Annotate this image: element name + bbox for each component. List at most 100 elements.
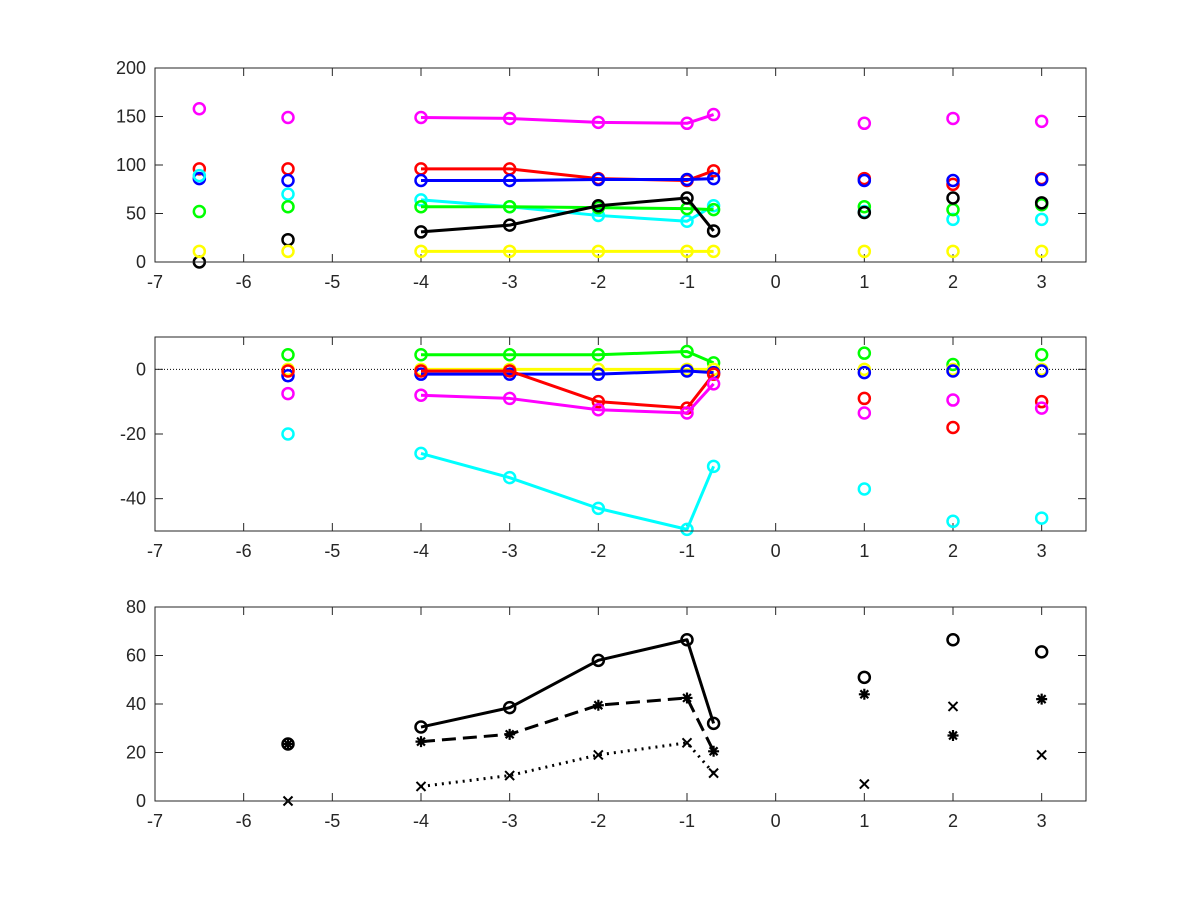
data-point <box>706 164 721 178</box>
x-tick-label: 1 <box>859 272 869 292</box>
data-point <box>857 199 872 214</box>
series-7 <box>192 244 1049 259</box>
data-point <box>1034 172 1049 187</box>
data-point <box>706 459 721 474</box>
series-line <box>420 196 715 234</box>
data-point <box>946 514 960 529</box>
data-point <box>857 365 872 380</box>
data-point <box>591 653 606 668</box>
y-tick-label: -20 <box>120 424 146 444</box>
data-point <box>502 700 517 715</box>
data-point <box>192 162 207 176</box>
data-point <box>502 173 517 188</box>
x-tick-label: 3 <box>1037 811 1047 831</box>
data-point <box>504 770 515 781</box>
data-point <box>1034 212 1049 227</box>
data-point <box>414 173 428 188</box>
series-line <box>420 741 715 788</box>
x-tick-label: -4 <box>413 272 429 292</box>
data-point <box>414 364 428 378</box>
series-3 <box>192 171 1049 188</box>
data-point <box>502 470 517 485</box>
data-point <box>1034 511 1049 525</box>
data-point <box>1034 394 1049 409</box>
data-point <box>502 199 517 214</box>
data-point <box>680 244 694 259</box>
series-line <box>421 350 715 365</box>
data-point <box>946 364 960 378</box>
data-point <box>680 191 694 205</box>
data-point <box>857 173 872 188</box>
x-tick-label: 0 <box>771 811 781 831</box>
data-point <box>1036 693 1048 705</box>
x-tick-label: -5 <box>324 272 340 292</box>
data-point <box>1034 244 1049 259</box>
data-point <box>281 110 295 125</box>
data-point <box>706 107 721 122</box>
data-point <box>281 427 295 441</box>
data-point <box>859 778 870 790</box>
y-tick-label: 50 <box>126 204 146 224</box>
series-line <box>421 369 714 376</box>
data-point <box>708 767 719 779</box>
series-line <box>421 369 715 410</box>
y-tick-label: 20 <box>126 743 146 763</box>
data-point <box>858 688 870 700</box>
data-point <box>192 204 207 219</box>
series-2 <box>282 688 1048 757</box>
data-point <box>947 701 959 712</box>
x-tick-label: -5 <box>324 811 340 831</box>
x-tick-label: 0 <box>771 272 781 292</box>
data-point <box>857 482 872 496</box>
data-point <box>502 364 517 378</box>
plot-panel-2: -7 -6 -5 -4 -3 -2 -1 0 1 2 3 -40 -20 0 <box>120 336 1087 561</box>
data-point <box>414 348 428 362</box>
series-1 <box>281 344 1049 372</box>
data-point <box>680 364 694 378</box>
data-point <box>414 199 428 214</box>
x-tick-label: 3 <box>1037 541 1047 561</box>
y-tick-label: 0 <box>136 791 146 811</box>
data-point <box>282 738 294 750</box>
data-point <box>591 403 606 417</box>
x-tick-label: -3 <box>502 541 518 561</box>
data-point <box>502 244 517 259</box>
data-point <box>680 406 694 420</box>
data-point <box>946 632 960 647</box>
data-point <box>706 377 721 391</box>
x-tick-label: -3 <box>502 272 518 292</box>
data-point <box>946 191 960 205</box>
series-line <box>420 198 715 223</box>
x-tick-label: -2 <box>590 541 606 561</box>
x-tick-label: 2 <box>948 541 958 561</box>
data-point <box>946 244 960 259</box>
data-point <box>857 346 872 360</box>
x-tick-label: -1 <box>679 811 695 831</box>
data-point <box>706 244 721 259</box>
plot-panel-3: -7 -6 -5 -4 -3 -2 -1 0 1 2 3 0 20 40 60 80 <box>126 597 1087 831</box>
x-tick-label: -7 <box>147 272 163 292</box>
y-tick-label: 150 <box>116 107 146 127</box>
data-point <box>706 224 721 238</box>
data-point <box>857 670 872 685</box>
data-point <box>680 632 694 647</box>
data-point <box>857 391 872 406</box>
data-point <box>857 244 872 259</box>
series-1 <box>281 632 1049 751</box>
data-point <box>706 367 721 381</box>
data-point <box>1034 645 1049 659</box>
axes-frame <box>154 67 1087 263</box>
x-tick-label: 1 <box>859 541 869 561</box>
series-line <box>421 177 714 183</box>
data-point <box>1034 348 1049 362</box>
data-point <box>414 720 428 734</box>
data-point <box>1034 364 1049 378</box>
x-tick-label: -3 <box>502 811 518 831</box>
series-3 <box>282 701 1047 807</box>
data-point <box>680 522 694 537</box>
y-tick-label: 100 <box>116 155 146 175</box>
data-point <box>591 394 606 409</box>
y-tick-label: 80 <box>126 597 146 617</box>
series-5 <box>281 377 1049 420</box>
